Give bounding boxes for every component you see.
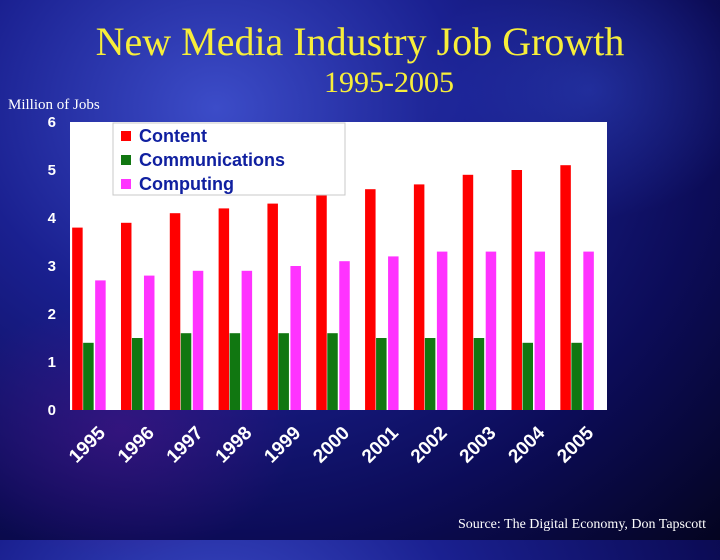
y-tick-label: 6 xyxy=(48,114,56,131)
legend-swatch-content xyxy=(121,131,131,141)
bar-content-1997 xyxy=(169,213,181,410)
bar-computing-2000 xyxy=(339,261,350,410)
legend-label-communications: Communications xyxy=(139,150,285,170)
y-tick-label: 5 xyxy=(48,162,56,179)
legend-swatch-communications xyxy=(121,155,131,165)
x-tick-label: 2001 xyxy=(358,422,403,467)
x-axis: 1995 1996 1997 1998 1999 2000 2001 2002 2003 2004… xyxy=(65,422,598,467)
bar-communications-2003 xyxy=(473,338,485,410)
bar-content-2004 xyxy=(511,170,523,410)
bar-content-1995 xyxy=(72,227,83,410)
x-tick-label: 1998 xyxy=(212,423,257,468)
bar-chart: 0 1 2 3 4 5 6 1995 1996 1997 1998 1999 2000 2001 2002… xyxy=(48,114,598,467)
bar-computing-2004 xyxy=(534,251,546,410)
legend-label-computing: Computing xyxy=(139,174,234,194)
y-axis: 0 1 2 3 4 5 6 xyxy=(48,114,57,419)
x-tick-label: 2000 xyxy=(309,423,354,468)
legend-swatch-computing xyxy=(121,179,131,189)
legend-label-content: Content xyxy=(139,126,207,146)
x-tick-label: 1999 xyxy=(260,423,305,468)
bar-content-1999 xyxy=(267,203,278,410)
bar-computing-2002 xyxy=(436,251,448,410)
bar-communications-2000 xyxy=(327,333,338,410)
x-tick-label: 2002 xyxy=(407,423,452,468)
legend: Content Communications Computing xyxy=(112,122,346,196)
bar-computing-2003 xyxy=(485,251,497,410)
bar-communications-1998 xyxy=(229,333,241,410)
bar-communications-1999 xyxy=(278,333,289,410)
y-axis-label: Million of Jobs xyxy=(8,97,100,113)
x-tick-label: 2004 xyxy=(505,422,550,467)
bar-computing-1999 xyxy=(290,266,301,410)
bar-communications-2004 xyxy=(522,342,534,410)
bar-content-2000 xyxy=(316,194,327,410)
bar-computing-2005 xyxy=(583,251,594,410)
bar-computing-1998 xyxy=(241,270,253,410)
y-tick-label: 3 xyxy=(48,258,56,275)
x-tick-label: 1996 xyxy=(114,423,159,468)
bar-content-2003 xyxy=(462,174,474,410)
bar-communications-1996 xyxy=(131,338,143,410)
y-tick-label: 2 xyxy=(48,306,56,323)
x-tick-label: 1995 xyxy=(65,422,110,467)
bar-computing-2001 xyxy=(388,256,399,410)
bar-content-1996 xyxy=(120,222,132,410)
bar-content-2005 xyxy=(560,165,571,410)
bar-content-2001 xyxy=(365,189,376,410)
y-tick-label: 0 xyxy=(48,402,56,419)
x-tick-label: 2003 xyxy=(456,423,501,468)
bar-content-2002 xyxy=(413,184,425,410)
chart-title: New Media Industry Job Growth xyxy=(95,19,625,64)
x-tick-label: 1997 xyxy=(163,423,208,468)
bar-communications-2001 xyxy=(376,338,387,410)
bars xyxy=(72,165,594,410)
bar-computing-1997 xyxy=(192,270,204,410)
x-tick-label: 2005 xyxy=(553,422,598,467)
bar-content-1998 xyxy=(218,208,230,410)
legend-box xyxy=(112,122,346,196)
bar-computing-1995 xyxy=(95,280,106,410)
bar-communications-2002 xyxy=(424,338,436,410)
y-tick-label: 1 xyxy=(48,354,56,371)
bar-communications-1995 xyxy=(83,342,94,410)
bar-communications-1997 xyxy=(180,333,192,410)
chart-subtitle: 1995-2005 xyxy=(324,66,454,99)
source-note: Source: The Digital Economy, Don Tapscot… xyxy=(458,517,706,532)
y-tick-label: 4 xyxy=(48,210,57,227)
bar-communications-2005 xyxy=(571,342,582,410)
bar-computing-1996 xyxy=(143,275,155,410)
